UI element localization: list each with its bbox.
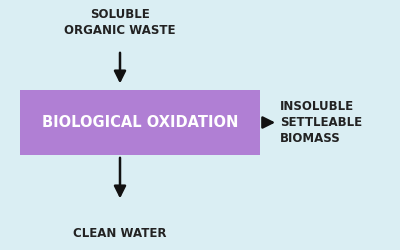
Text: CLEAN WATER: CLEAN WATER xyxy=(73,227,167,240)
Text: SOLUBLE
ORGANIC WASTE: SOLUBLE ORGANIC WASTE xyxy=(64,8,176,36)
Bar xyxy=(20,90,260,155)
Text: BIOLOGICAL OXIDATION: BIOLOGICAL OXIDATION xyxy=(42,115,238,130)
Text: INSOLUBLE
SETTLEABLE
BIOMASS: INSOLUBLE SETTLEABLE BIOMASS xyxy=(280,100,362,145)
